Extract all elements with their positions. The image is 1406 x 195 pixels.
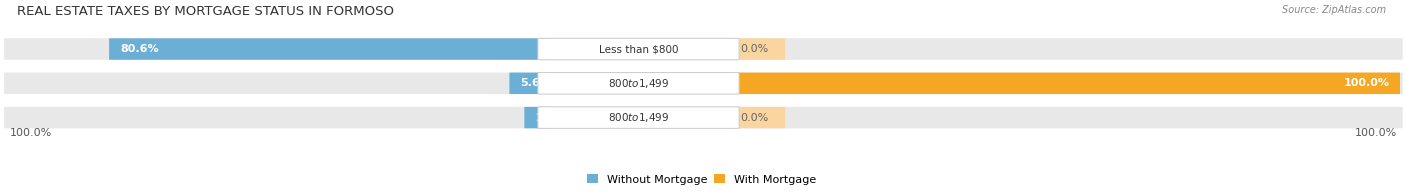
Text: Less than $800: Less than $800 xyxy=(599,44,678,54)
Text: 100.0%: 100.0% xyxy=(1355,128,1398,138)
Text: 100.0%: 100.0% xyxy=(1344,78,1391,88)
FancyBboxPatch shape xyxy=(731,107,785,128)
Legend: Without Mortgage, With Mortgage: Without Mortgage, With Mortgage xyxy=(586,175,815,185)
Text: 100.0%: 100.0% xyxy=(10,128,52,138)
FancyBboxPatch shape xyxy=(538,73,740,94)
Text: 0.0%: 0.0% xyxy=(741,113,769,123)
FancyBboxPatch shape xyxy=(538,107,740,128)
FancyBboxPatch shape xyxy=(509,73,548,94)
FancyBboxPatch shape xyxy=(3,71,1405,96)
Text: $800 to $1,499: $800 to $1,499 xyxy=(607,77,669,90)
FancyBboxPatch shape xyxy=(731,38,785,60)
FancyBboxPatch shape xyxy=(524,107,548,128)
Text: 0.0%: 0.0% xyxy=(741,44,769,54)
Text: REAL ESTATE TAXES BY MORTGAGE STATUS IN FORMOSO: REAL ESTATE TAXES BY MORTGAGE STATUS IN … xyxy=(17,5,394,18)
FancyBboxPatch shape xyxy=(110,38,548,60)
FancyBboxPatch shape xyxy=(538,38,740,60)
Text: Source: ZipAtlas.com: Source: ZipAtlas.com xyxy=(1282,5,1386,15)
Text: 2.8%: 2.8% xyxy=(536,113,567,123)
FancyBboxPatch shape xyxy=(3,105,1405,130)
FancyBboxPatch shape xyxy=(730,73,1402,94)
Text: $800 to $1,499: $800 to $1,499 xyxy=(607,111,669,124)
FancyBboxPatch shape xyxy=(3,37,1405,61)
Text: 80.6%: 80.6% xyxy=(121,44,159,54)
Text: 5.6%: 5.6% xyxy=(520,78,551,88)
